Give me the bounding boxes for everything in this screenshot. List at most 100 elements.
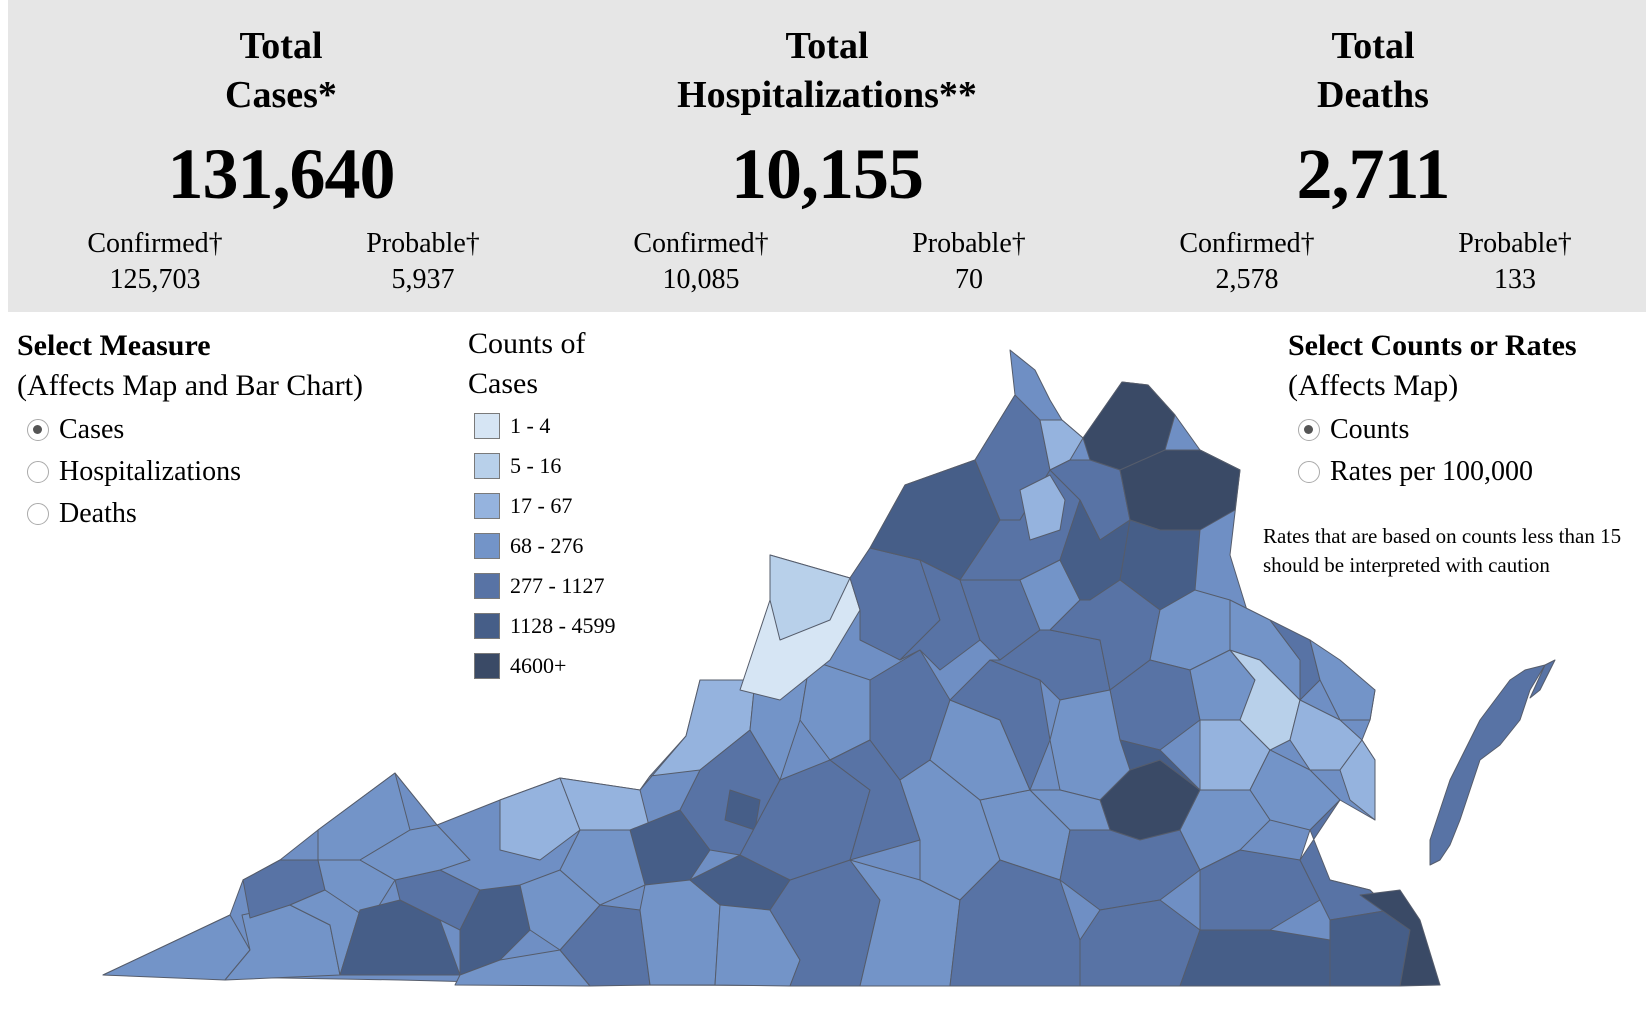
legend-item: 17 - 67	[474, 492, 572, 520]
region-hr-2[interactable]	[1179, 929, 1331, 987]
region-hr-5[interactable]	[1359, 889, 1441, 987]
stat-title-line2: Hospitalizations**	[677, 74, 977, 116]
region-t-5[interactable]	[1269, 619, 1321, 701]
probable-label: Probable†	[912, 228, 1026, 259]
legend-item: 68 - 276	[474, 532, 583, 560]
region-w-2[interactable]	[769, 554, 851, 641]
confirmed-value: 2,578	[1215, 264, 1279, 295]
measure-option-cases[interactable]: Cases	[27, 410, 124, 450]
legend-label: 277 - 1127	[510, 573, 605, 598]
stats-banner: Total Cases* 131,640 Confirmed† 125,703 …	[8, 0, 1646, 312]
legend-swatch	[474, 453, 500, 479]
radio-unselected-icon[interactable]	[27, 503, 49, 525]
probable-value: 133	[1494, 264, 1536, 295]
probable-value: 5,937	[391, 264, 455, 295]
region-t-8[interactable]	[1339, 739, 1376, 821]
confirmed-value: 10,085	[662, 264, 740, 295]
region-sw-6[interactable]	[317, 859, 396, 921]
counts-option-counts[interactable]: Counts	[1298, 410, 1409, 450]
legend-item: 4600+	[474, 652, 566, 680]
probable-cases: Probable† 5,937	[298, 226, 548, 298]
probable-label: Probable†	[1458, 228, 1572, 259]
confirmed-label: Confirmed†	[87, 228, 223, 259]
probable-label: Probable†	[366, 228, 480, 259]
region-n-4[interactable]	[1019, 474, 1066, 541]
measure-option-label: Cases	[59, 414, 125, 445]
radio-selected-icon[interactable]	[27, 419, 49, 441]
region-n-1[interactable]	[1039, 419, 1084, 471]
probable-hospitalizations: Probable† 70	[844, 226, 1094, 298]
rates-caution-note: Rates that are based on counts less than…	[1263, 524, 1622, 577]
stat-title-line1: Total	[785, 25, 869, 67]
confirmed-deaths: Confirmed† 2,578	[1122, 226, 1372, 298]
legend-title: Counts of Cases	[468, 324, 586, 404]
legend-label: 4600+	[510, 653, 567, 678]
region-sw-9[interactable]	[359, 824, 471, 881]
region-sc-4[interactable]	[499, 777, 581, 861]
radio-unselected-icon[interactable]	[27, 461, 49, 483]
measure-option-hospitalizations[interactable]: Hospitalizations	[27, 452, 241, 492]
total-deaths-title: Total Deaths	[1100, 22, 1646, 120]
stat-title-line2: Deaths	[1317, 74, 1429, 116]
legend-swatch	[474, 653, 500, 679]
stat-title-line1: Total	[1331, 25, 1415, 67]
region-n-5[interactable]	[1119, 449, 1241, 531]
total-cases-value: 131,640	[167, 134, 396, 214]
region-sc-7[interactable]	[559, 829, 646, 906]
region-eastern-shore-tip[interactable]	[1529, 659, 1556, 699]
legend-label: 68 - 276	[510, 533, 584, 558]
legend-title-line2: Cases	[468, 367, 538, 400]
legend-swatch	[474, 613, 500, 639]
measure-heading: Select Measure	[17, 329, 211, 362]
legend-label: 17 - 67	[510, 493, 573, 518]
confirmed-label: Confirmed†	[633, 228, 769, 259]
total-cases-block: Total Cases* 131,640 Confirmed† 125,703 …	[8, 0, 554, 312]
region-eastern-shore[interactable]	[1429, 664, 1546, 866]
probable-deaths: Probable† 133	[1390, 226, 1640, 298]
region-sc-8[interactable]	[639, 879, 721, 986]
total-hospitalizations-block: Total Hospitalizations** 10,155 Confirme…	[554, 0, 1100, 312]
legend-label: 1 - 4	[510, 413, 551, 438]
counts-option-label: Counts	[1330, 414, 1410, 445]
total-cases-title: Total Cases*	[8, 22, 554, 120]
legend-item: 1128 - 4599	[474, 612, 616, 640]
legend-swatch	[474, 573, 500, 599]
measure-option-deaths[interactable]: Deaths	[27, 494, 137, 534]
confirmed-value: 125,703	[109, 264, 201, 295]
region-sw-1[interactable]	[102, 914, 251, 981]
counts-heading: Select Counts or Rates	[1288, 329, 1577, 362]
region-r-6[interactable]	[1029, 789, 1111, 831]
total-hospitalizations-title: Total Hospitalizations**	[554, 22, 1100, 120]
total-deaths-value: 2,711	[1296, 134, 1450, 214]
legend-swatch	[474, 533, 500, 559]
legend-item: 277 - 1127	[474, 572, 605, 600]
legend-label: 1128 - 4599	[510, 613, 616, 638]
legend-swatch	[474, 493, 500, 519]
counts-subheading: (Affects Map)	[1288, 369, 1459, 402]
measure-subheading: (Affects Map and Bar Chart)	[17, 369, 363, 402]
region-hr-3[interactable]	[1299, 799, 1391, 921]
stat-title-line2: Cases*	[225, 74, 337, 116]
legend-item: 1 - 4	[474, 412, 550, 440]
region-r-4[interactable]	[1049, 689, 1131, 801]
measure-option-label: Hospitalizations	[59, 456, 241, 487]
confirmed-label: Confirmed†	[1179, 228, 1315, 259]
counts-option-rates[interactable]: Rates per 100,000	[1298, 452, 1533, 492]
legend-title-line1: Counts of	[468, 327, 586, 360]
measure-option-label: Deaths	[59, 498, 137, 529]
counts-option-label: Rates per 100,000	[1330, 456, 1533, 487]
legend-item: 5 - 16	[474, 452, 561, 480]
total-hospitalizations-value: 10,155	[731, 134, 924, 214]
stat-title-line1: Total	[239, 25, 323, 67]
confirmed-cases: Confirmed† 125,703	[30, 226, 280, 298]
total-deaths-block: Total Deaths 2,711 Confirmed† 2,578 Prob…	[1100, 0, 1646, 312]
radio-selected-icon[interactable]	[1298, 419, 1320, 441]
legend-label: 5 - 16	[510, 453, 562, 478]
probable-value: 70	[955, 264, 983, 295]
radio-unselected-icon[interactable]	[1298, 461, 1320, 483]
region-t-6[interactable]	[1309, 639, 1376, 721]
legend-swatch	[474, 413, 500, 439]
confirmed-hospitalizations: Confirmed† 10,085	[576, 226, 826, 298]
region-sc-3[interactable]	[519, 869, 601, 951]
